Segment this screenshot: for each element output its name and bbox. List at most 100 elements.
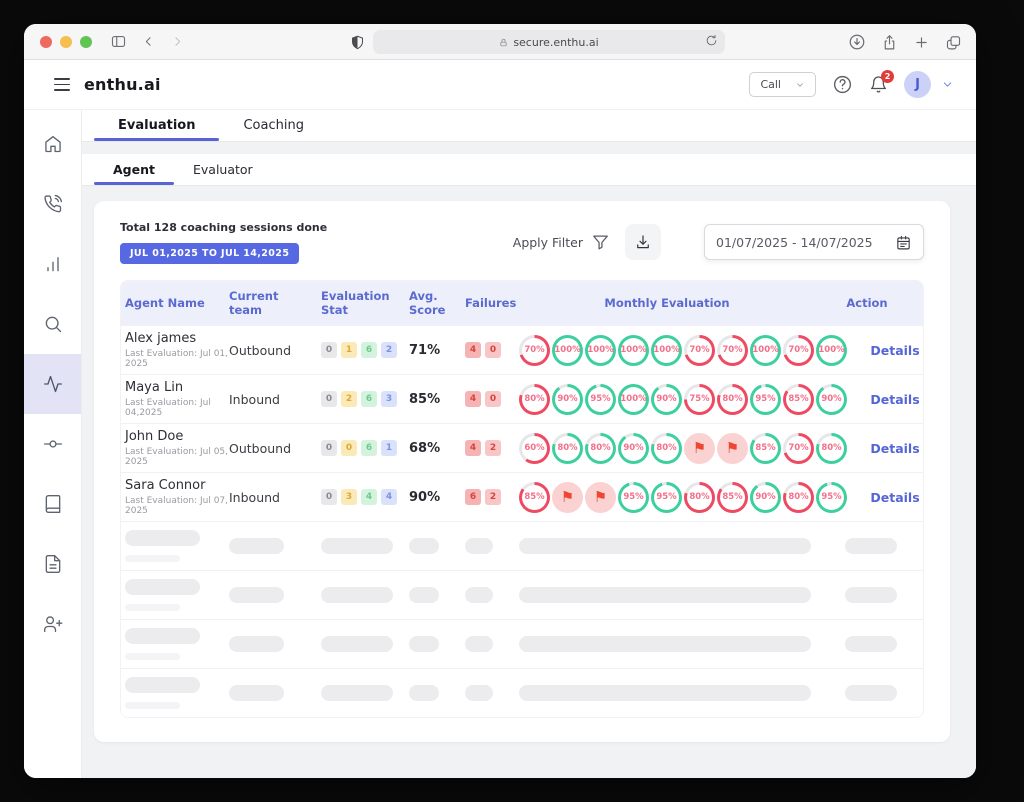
flag-ring[interactable]: ⚑ bbox=[552, 481, 583, 513]
score-ring[interactable]: 85% bbox=[750, 432, 781, 464]
score-ring[interactable]: 60% bbox=[519, 432, 550, 464]
tab-evaluator[interactable]: Evaluator bbox=[192, 162, 253, 177]
score-ring[interactable]: 80% bbox=[717, 383, 748, 415]
evaluation-stat-chips: 0 1 6 2 bbox=[321, 342, 409, 358]
tab-coaching[interactable]: Coaching bbox=[243, 118, 304, 133]
score-ring[interactable]: 95% bbox=[750, 383, 781, 415]
download-report-button[interactable] bbox=[625, 224, 661, 260]
score-ring[interactable]: 95% bbox=[816, 481, 847, 513]
score-ring[interactable]: 95% bbox=[618, 481, 649, 513]
avatar-chevron-down-icon[interactable] bbox=[941, 78, 954, 91]
monthly-evaluation-rings: 70% 100% 100% 100% 100% 70% 70% 100% 70%… bbox=[519, 334, 847, 366]
score-ring[interactable]: 90% bbox=[552, 383, 583, 415]
download-icon bbox=[634, 233, 652, 251]
details-link[interactable]: Details bbox=[870, 342, 920, 358]
failure-chip: 4 bbox=[465, 440, 481, 456]
forward-icon[interactable] bbox=[170, 34, 185, 49]
apply-filter-button[interactable]: Apply Filter bbox=[513, 233, 610, 252]
tab-evaluation[interactable]: Evaluation bbox=[94, 110, 220, 141]
refresh-icon[interactable] bbox=[705, 34, 718, 47]
sidebar-item-integrations[interactable] bbox=[24, 414, 81, 474]
back-icon[interactable] bbox=[141, 34, 156, 49]
details-link[interactable]: Details bbox=[870, 391, 920, 407]
stat-chip: 1 bbox=[381, 440, 397, 456]
sidebar-item-search[interactable] bbox=[24, 294, 81, 354]
score-ring[interactable]: 70% bbox=[783, 432, 814, 464]
tab-agent[interactable]: Agent bbox=[94, 154, 174, 185]
sidebar-item-calls[interactable] bbox=[24, 174, 81, 234]
score-ring[interactable]: 85% bbox=[783, 383, 814, 415]
score-ring[interactable]: 70% bbox=[684, 334, 715, 366]
score-ring[interactable]: 100% bbox=[618, 383, 649, 415]
book-icon bbox=[43, 494, 63, 514]
score-ring[interactable]: 80% bbox=[585, 432, 616, 464]
new-tab-icon[interactable] bbox=[913, 34, 930, 51]
score-ring[interactable]: 80% bbox=[684, 481, 715, 513]
failure-chip: 2 bbox=[485, 440, 501, 456]
score-ring[interactable]: 80% bbox=[783, 481, 814, 513]
flag-ring[interactable]: ⚑ bbox=[585, 481, 616, 513]
score-ring[interactable]: 95% bbox=[651, 481, 682, 513]
score-ring[interactable]: 100% bbox=[750, 334, 781, 366]
score-ring[interactable]: 80% bbox=[552, 432, 583, 464]
notifications-bell-icon[interactable]: 2 bbox=[869, 70, 894, 94]
skeleton-row bbox=[121, 619, 923, 668]
col-header-failures: Failures bbox=[465, 295, 517, 310]
sidebar-item-home[interactable] bbox=[24, 114, 81, 174]
sidebar-toggle-icon[interactable] bbox=[110, 33, 127, 50]
failure-chips: 6 2 bbox=[465, 489, 519, 505]
score-ring[interactable]: 80% bbox=[651, 432, 682, 464]
zoom-button[interactable] bbox=[80, 35, 92, 48]
failure-chips: 4 0 bbox=[465, 391, 519, 407]
failure-chip: 0 bbox=[485, 342, 501, 358]
details-link[interactable]: Details bbox=[870, 489, 920, 505]
sidebar-item-reports[interactable] bbox=[24, 534, 81, 594]
score-ring[interactable]: 95% bbox=[585, 383, 616, 415]
privacy-shield-icon[interactable] bbox=[350, 35, 365, 50]
score-ring[interactable]: 90% bbox=[618, 432, 649, 464]
avatar[interactable]: J bbox=[904, 71, 931, 98]
downloads-icon[interactable] bbox=[848, 33, 866, 51]
score-ring[interactable]: 70% bbox=[717, 334, 748, 366]
flag-ring[interactable]: ⚑ bbox=[684, 432, 715, 464]
sidebar-item-add-user[interactable] bbox=[24, 594, 81, 654]
score-ring[interactable]: 80% bbox=[519, 383, 550, 415]
sidebar-item-library[interactable] bbox=[24, 474, 81, 534]
score-ring[interactable]: 70% bbox=[783, 334, 814, 366]
score-ring[interactable]: 75% bbox=[684, 383, 715, 415]
menu-icon[interactable] bbox=[54, 78, 70, 91]
score-ring[interactable]: 100% bbox=[552, 334, 583, 366]
score-ring[interactable]: 100% bbox=[816, 334, 847, 366]
score-ring[interactable]: 85% bbox=[519, 481, 550, 513]
score-ring[interactable]: 90% bbox=[750, 481, 781, 513]
score-ring[interactable]: 80% bbox=[816, 432, 847, 464]
sidebar-item-stats[interactable] bbox=[24, 234, 81, 294]
share-icon[interactable] bbox=[881, 34, 898, 51]
stat-chip: 2 bbox=[381, 342, 397, 358]
score-ring[interactable]: 100% bbox=[651, 334, 682, 366]
col-header-agent-name: Agent Name bbox=[125, 295, 205, 310]
score-ring[interactable]: 70% bbox=[519, 334, 550, 366]
score-ring[interactable]: 90% bbox=[651, 383, 682, 415]
tab-overview-icon[interactable] bbox=[945, 34, 962, 51]
score-ring[interactable]: 85% bbox=[717, 481, 748, 513]
score-ring[interactable]: 100% bbox=[618, 334, 649, 366]
address-bar[interactable]: secure.enthu.ai bbox=[373, 30, 725, 54]
score-ring[interactable]: 100% bbox=[585, 334, 616, 366]
call-type-value: Call bbox=[760, 78, 781, 91]
date-range-input[interactable]: 01/07/2025 - 14/07/2025 bbox=[704, 224, 924, 260]
score-ring[interactable]: 90% bbox=[816, 383, 847, 415]
failure-chip: 6 bbox=[465, 489, 481, 505]
browser-chrome: secure.enthu.ai bbox=[24, 24, 976, 60]
flag-ring[interactable]: ⚑ bbox=[717, 432, 748, 464]
help-icon[interactable] bbox=[832, 74, 853, 95]
bar-chart-icon bbox=[43, 254, 63, 274]
stat-chip: 3 bbox=[341, 489, 357, 505]
calendar-icon[interactable] bbox=[895, 234, 912, 251]
stat-chip: 4 bbox=[381, 489, 397, 505]
call-type-dropdown[interactable]: Call bbox=[749, 72, 816, 97]
minimize-button[interactable] bbox=[60, 35, 72, 48]
details-link[interactable]: Details bbox=[870, 440, 920, 456]
close-button[interactable] bbox=[40, 35, 52, 48]
sidebar-item-activity[interactable] bbox=[24, 354, 81, 414]
